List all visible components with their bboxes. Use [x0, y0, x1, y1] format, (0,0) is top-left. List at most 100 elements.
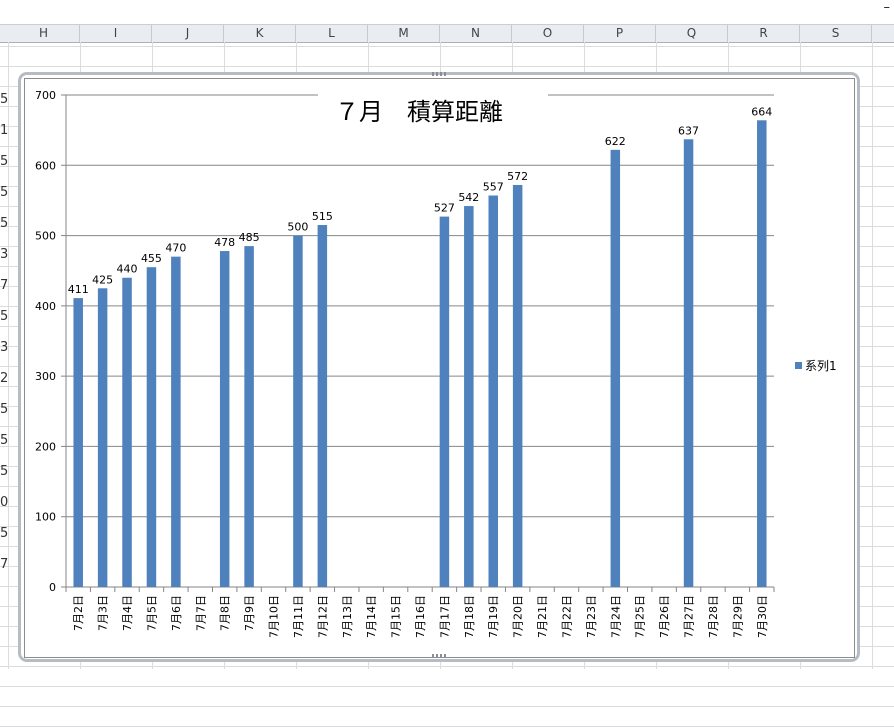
cell-fragment: 5 — [0, 402, 8, 417]
column-header-l[interactable]: L — [296, 25, 368, 42]
x-tick-label: 7月24日 — [609, 595, 622, 638]
column-header-p[interactable]: P — [584, 25, 656, 42]
x-tick-label: 7月29日 — [731, 595, 744, 638]
column-header-j[interactable]: J — [152, 25, 224, 42]
x-tick-label: 7月25日 — [634, 595, 647, 638]
x-tick-label: 7月15日 — [390, 595, 403, 638]
x-tick-label: 7月28日 — [707, 595, 720, 638]
x-tick-label: 7月30日 — [756, 595, 769, 638]
cell-fragment: 5 — [0, 92, 8, 107]
gridline-vertical — [8, 42, 9, 669]
gridline-horizontal — [0, 706, 894, 707]
column-header-n[interactable]: N — [440, 25, 512, 42]
gridline-horizontal — [0, 46, 894, 47]
x-tick-label: 7月17日 — [438, 595, 451, 638]
x-tick-label: 7月21日 — [536, 595, 549, 638]
cell-fragment: 7 — [0, 278, 8, 293]
x-tick-label: 7月16日 — [414, 595, 427, 638]
x-tick-label: 7月18日 — [463, 595, 476, 638]
column-header-i[interactable]: I — [80, 25, 152, 42]
column-header-q[interactable]: Q — [656, 25, 728, 42]
chart-title: ７月 積算距離 — [335, 98, 503, 126]
bar — [293, 235, 303, 588]
x-tick-label: 7月3日 — [97, 595, 110, 631]
bar — [122, 277, 132, 587]
data-label: 572 — [507, 170, 528, 183]
bar — [464, 206, 474, 587]
bar — [73, 298, 83, 587]
legend-label: 系列1 — [805, 359, 837, 373]
data-label: 500 — [287, 221, 308, 234]
cell-fragment: 3 — [0, 340, 8, 355]
column-header-s[interactable]: S — [800, 25, 872, 42]
title-strip: – — [0, 0, 894, 24]
cell-fragment: 5 — [0, 216, 8, 231]
cell-fragment: 7 — [0, 557, 8, 572]
x-tick-label: 7月9日 — [243, 595, 256, 631]
data-label: 557 — [483, 181, 504, 194]
bar — [146, 267, 157, 587]
x-tick-label: 7月6日 — [170, 595, 183, 631]
cell-fragment: 1 — [0, 123, 8, 138]
cell-fragment: 5 — [0, 526, 8, 541]
y-tick-label: 500 — [35, 230, 56, 243]
gridline-vertical — [872, 42, 873, 669]
x-tick-label: 7月12日 — [316, 595, 329, 638]
data-label: 527 — [434, 202, 455, 215]
y-tick-label: 600 — [35, 159, 56, 172]
cell-fragment: 5 — [0, 154, 8, 169]
x-tick-label: 7月11日 — [292, 595, 305, 638]
data-label: 411 — [68, 283, 89, 296]
column-header-o[interactable]: O — [512, 25, 584, 42]
y-tick-label: 100 — [35, 511, 56, 524]
x-tick-label: 7月14日 — [365, 595, 378, 638]
minimize-button[interactable]: – — [883, 0, 891, 15]
cell-fragment: 5 — [0, 433, 8, 448]
cell-fragment: 5 — [0, 309, 8, 324]
bar — [97, 288, 108, 587]
column-header-m[interactable]: M — [368, 25, 440, 42]
x-tick-label: 7月22日 — [560, 595, 573, 638]
x-tick-label: 7月5日 — [145, 595, 158, 631]
y-tick-label: 300 — [35, 370, 56, 383]
chart-resize-handle-bottom[interactable] — [432, 654, 446, 658]
data-label: 455 — [141, 252, 162, 265]
y-tick-label: 700 — [35, 89, 56, 102]
bar — [512, 184, 523, 588]
x-tick-label: 7月27日 — [683, 595, 696, 638]
x-tick-label: 7月8日 — [219, 595, 232, 631]
bar — [244, 246, 254, 587]
chart-plot-area[interactable] — [24, 78, 855, 658]
bar — [488, 195, 498, 587]
bar-chart: 0 100 200 300 400 500 600 700 ７月 積算距離 7月2日 411 7月3日… — [35, 89, 775, 638]
chart-resize-handle-top[interactable] — [432, 72, 446, 76]
column-header-h[interactable]: H — [8, 25, 80, 42]
gridline-horizontal — [0, 666, 894, 667]
x-tick-label: 7月4日 — [121, 595, 134, 631]
x-tick-label: 7月20日 — [512, 595, 525, 638]
bar — [683, 139, 694, 587]
y-tick-label: 0 — [49, 581, 56, 594]
chart-legend: 系列1 — [795, 357, 837, 374]
data-label: 622 — [605, 135, 626, 148]
y-tick-label: 200 — [35, 440, 56, 453]
bar — [171, 256, 181, 587]
data-label: 440 — [117, 263, 138, 276]
x-tick-label: 7月13日 — [341, 595, 354, 638]
data-label: 425 — [92, 273, 113, 286]
bar — [439, 216, 450, 587]
x-tick-label: 7月26日 — [658, 595, 671, 638]
bar — [219, 251, 230, 587]
bar — [757, 120, 767, 587]
x-tick-label: 7月10日 — [268, 595, 281, 638]
column-header-k[interactable]: K — [224, 25, 296, 42]
cell-fragment: 0 — [0, 495, 8, 510]
bar — [317, 225, 328, 587]
gridline-horizontal — [0, 66, 894, 67]
column-header-r[interactable]: R — [728, 25, 800, 42]
x-tick-label: 7月7日 — [194, 595, 207, 631]
data-label: 478 — [214, 236, 235, 249]
data-label: 637 — [678, 124, 699, 137]
y-tick-label: 400 — [35, 300, 56, 313]
